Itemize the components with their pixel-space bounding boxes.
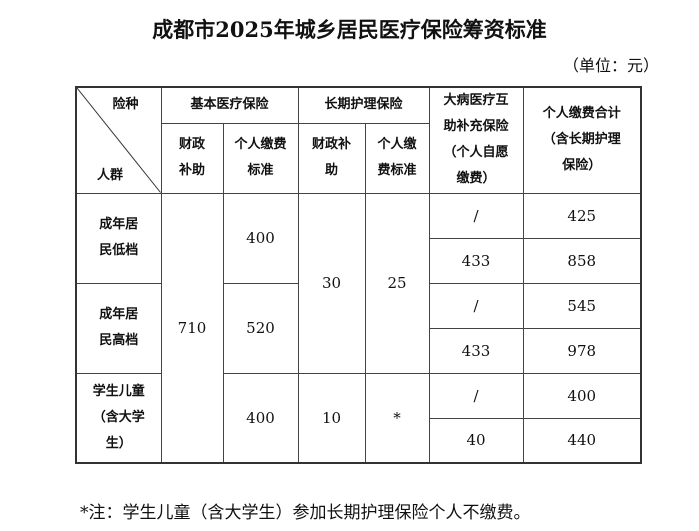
total-header: 个人缴费合计（含长期护理保险） xyxy=(522,86,642,194)
critical-value: / xyxy=(428,282,524,329)
lt-subsidy: 10 xyxy=(297,372,366,464)
total-value: 425 xyxy=(522,192,642,239)
basic-personal: 400 xyxy=(222,372,299,464)
row-group: 成年居民高档 xyxy=(75,282,162,374)
basic-header: 基本医疗保险 xyxy=(160,86,299,124)
critical-header: 大病医疗互助补充保险（个人自愿缴费） xyxy=(428,86,524,194)
funding-table: 险种 人群 基本医疗保险 长期护理保险 大病医疗互助补充保险（个人自愿缴费） 个… xyxy=(75,86,642,464)
basic-personal: 400 xyxy=(222,192,299,284)
row-group: 学生儿童（含大学生） xyxy=(75,372,162,464)
long-term-header: 长期护理保险 xyxy=(297,86,430,124)
total-value: 440 xyxy=(522,417,642,464)
corner-header: 险种 人群 xyxy=(75,86,162,194)
adult-basic-subsidy: 710 xyxy=(160,192,224,464)
basic-personal: 520 xyxy=(222,282,299,374)
insurance-type-label: 险种 xyxy=(112,97,139,112)
total-value: 545 xyxy=(522,282,642,329)
footnote: *注：学生儿童（含大学生）参加长期护理保险个人不缴费。 xyxy=(80,503,531,523)
basic-personal-header: 个人缴费标准 xyxy=(222,122,299,194)
critical-value: 40 xyxy=(428,417,524,464)
total-value: 858 xyxy=(522,237,642,284)
page-title: 成都市2025年城乡居民医疗保险筹资标准 xyxy=(152,17,547,42)
critical-value: / xyxy=(428,192,524,239)
basic-subsidy-header: 财政补助 xyxy=(160,122,224,194)
diagonal-line xyxy=(77,88,161,193)
lt-subsidy-header: 财政补助 xyxy=(297,122,366,194)
lt-personal: * xyxy=(364,372,430,464)
row-group: 成年居民低档 xyxy=(75,192,162,284)
lt-personal-header: 个人缴费标准 xyxy=(364,122,430,194)
population-label: 人群 xyxy=(97,167,124,183)
lt-subsidy: 30 xyxy=(297,192,366,374)
unit-label: （单位：元） xyxy=(562,56,659,75)
critical-value: 433 xyxy=(428,237,524,284)
lt-personal: 25 xyxy=(364,192,430,374)
critical-value: / xyxy=(428,372,524,419)
total-value: 978 xyxy=(522,327,642,374)
total-value: 400 xyxy=(522,372,642,419)
critical-value: 433 xyxy=(428,327,524,374)
